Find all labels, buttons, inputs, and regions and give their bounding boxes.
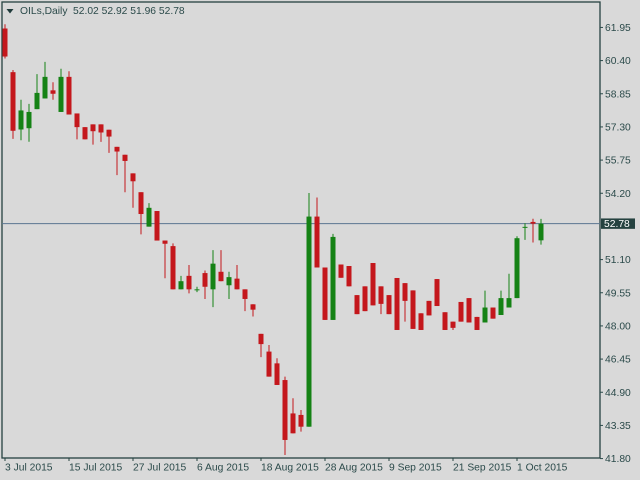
svg-text:41.80: 41.80 [605, 454, 631, 465]
svg-text:15 Jul 2015: 15 Jul 2015 [69, 463, 123, 474]
svg-text:18 Aug 2015: 18 Aug 2015 [261, 463, 319, 474]
svg-text:44.90: 44.90 [605, 388, 631, 399]
svg-text:49.55: 49.55 [605, 288, 631, 299]
svg-text:1 Oct 2015: 1 Oct 2015 [517, 463, 568, 474]
svg-text:58.85: 58.85 [605, 89, 631, 100]
svg-text:46.45: 46.45 [605, 355, 631, 366]
svg-text:60.40: 60.40 [605, 56, 631, 67]
svg-text:57.30: 57.30 [605, 122, 631, 133]
svg-text:OILs,Daily: OILs,Daily [20, 6, 68, 17]
svg-text:54.20: 54.20 [605, 189, 631, 200]
svg-text:52.78: 52.78 [604, 219, 630, 230]
svg-text:52.02 52.92 51.96 52.78: 52.02 52.92 51.96 52.78 [73, 6, 185, 17]
svg-text:9 Sep 2015: 9 Sep 2015 [389, 463, 442, 474]
svg-text:55.75: 55.75 [605, 156, 631, 167]
svg-text:48.00: 48.00 [605, 321, 631, 332]
svg-text:6 Aug 2015: 6 Aug 2015 [197, 463, 249, 474]
svg-text:21 Sep 2015: 21 Sep 2015 [453, 463, 512, 474]
svg-text:51.10: 51.10 [605, 255, 631, 266]
svg-text:43.35: 43.35 [605, 421, 631, 432]
svg-text:61.95: 61.95 [605, 23, 631, 34]
svg-text:27 Jul 2015: 27 Jul 2015 [133, 463, 187, 474]
svg-text:28 Aug 2015: 28 Aug 2015 [325, 463, 383, 474]
svg-text:3 Jul 2015: 3 Jul 2015 [5, 463, 53, 474]
